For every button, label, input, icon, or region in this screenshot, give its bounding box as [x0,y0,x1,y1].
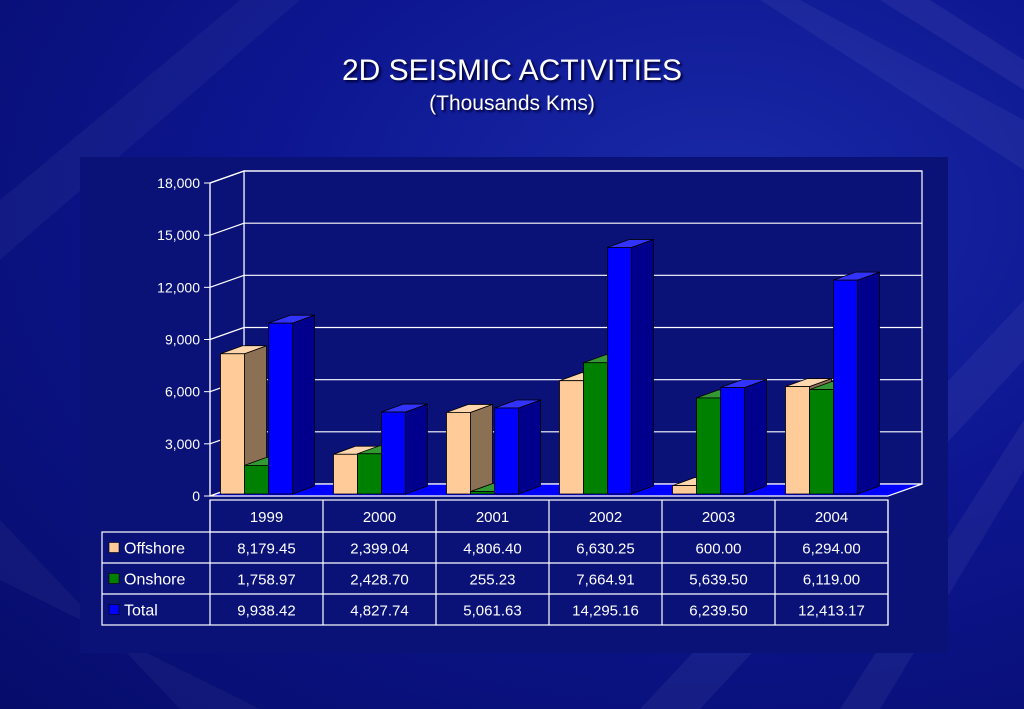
bar [583,362,608,495]
bar-side [857,271,880,495]
data-label: 14,295.16 [572,603,639,620]
x-category-label: 1999 [250,509,283,526]
data-label: 2,428.70 [350,572,408,589]
bar-side [631,238,654,495]
data-label: 255.23 [470,572,516,589]
bar-side [470,403,493,495]
y-tick-label: 6,000 [165,384,200,400]
x-category-label: 2001 [476,509,509,526]
x-category-label: 2004 [815,509,848,526]
bar [268,322,293,495]
y-tick-label: 0 [192,488,200,504]
chart-panel: 0 3,000 6,000 9,000 12,000 15,000 18,000 1999 20… [80,157,948,653]
bar [696,397,721,495]
data-label: 5,639.50 [689,572,747,589]
data-label: 6,119.00 [803,572,860,589]
y-tick-label: 9,000 [165,332,200,348]
data-label: 2,399.04 [350,541,408,558]
data-label: 1,758.97 [237,572,295,589]
gridline-side [209,170,245,184]
bar-chart: 0 3,000 6,000 9,000 12,000 15,000 18,000 1999 20… [101,170,923,626]
bar [672,485,697,495]
legend-label: Total [124,603,158,620]
data-label: 600.00 [696,541,742,558]
bar [220,353,245,495]
legend-label: Offshore [124,541,185,558]
data-label: 6,239.50 [689,603,747,620]
bar [607,247,632,495]
gridline-side [209,274,245,288]
y-tick-label: 12,000 [157,279,200,295]
legend-key [108,604,120,615]
bar [244,465,269,495]
bar-side [405,403,428,495]
bar-side [292,314,315,495]
bar [785,386,810,495]
bar [446,412,471,495]
legend-key [108,573,120,584]
gridline-side [209,222,245,236]
bar [357,453,382,495]
data-label: 5,061.63 [463,603,521,620]
legend-key [108,542,120,553]
x-category-label: 2000 [363,509,396,526]
bar [559,380,584,495]
data-label: 12,413.17 [798,603,865,620]
y-tick-label: 15,000 [157,227,200,243]
data-label: 6,294.00 [802,541,860,558]
legend-label: Onshore [124,572,185,589]
chart-title: 2D SEISMIC ACTIVITIES [341,54,683,87]
x-category-label: 2003 [702,509,735,526]
data-label: 8,179.45 [237,541,295,558]
data-label: 6,630.25 [576,541,634,558]
gridline-side [209,326,245,341]
bar [470,491,495,495]
chart-subtitle: (Thousands Kms) [429,92,595,115]
bar [381,411,406,495]
data-label: 4,806.40 [463,541,521,558]
bar-side [744,378,767,495]
y-tick-label: 3,000 [165,436,200,452]
bar [809,389,834,495]
x-category-label: 2002 [589,509,622,526]
y-tick-label: 18,000 [157,175,200,191]
bar [833,279,858,495]
data-label: 9,938.42 [237,603,295,620]
bar-side [518,399,541,495]
bar [494,407,519,495]
bar [333,453,358,495]
bar [720,387,745,495]
data-label: 7,664.91 [576,572,634,589]
data-label: 4,827.74 [350,603,408,620]
